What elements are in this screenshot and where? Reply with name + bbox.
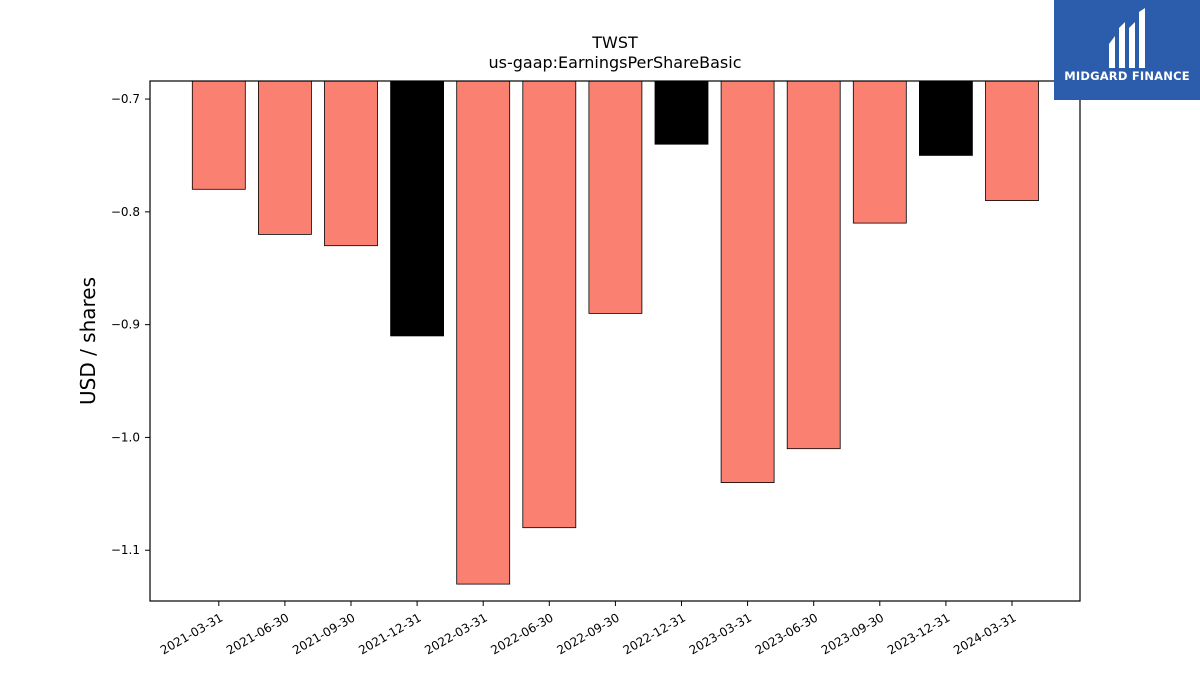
x-tick-label: 2024-03-31 xyxy=(951,610,1018,657)
x-tick-label: 2022-03-31 xyxy=(422,610,489,657)
y-tick-label: −0.7 xyxy=(111,92,140,106)
bar xyxy=(456,80,511,585)
x-tick-label: 2023-12-31 xyxy=(885,610,952,657)
y-tick-label: −0.8 xyxy=(111,205,140,219)
bar xyxy=(324,80,378,247)
bar xyxy=(919,80,973,156)
bar xyxy=(522,80,577,529)
midgard-logo-icon xyxy=(1109,8,1145,68)
brand-name: MIDGARD FINANCE xyxy=(1064,69,1190,83)
x-axis-ticks: 2021-03-312021-06-302021-09-302021-12-31… xyxy=(158,601,1019,657)
plot-frame xyxy=(149,80,1081,602)
y-axis-label: USD / shares xyxy=(76,277,100,405)
x-tick-label: 2021-03-31 xyxy=(158,610,225,657)
bar xyxy=(786,80,841,450)
x-tick-label: 2023-09-30 xyxy=(819,610,886,657)
x-tick-label: 2021-09-30 xyxy=(290,610,357,657)
y-tick-label: −0.9 xyxy=(111,318,140,332)
y-tick-label: −1.1 xyxy=(111,543,140,557)
y-tick-label: −1.0 xyxy=(111,430,140,444)
y-axis-ticks: −0.7 −0.8 −0.9 −1.0 −1.1 xyxy=(111,92,150,557)
bar xyxy=(852,80,907,224)
x-tick-label: 2021-06-30 xyxy=(224,610,291,657)
bar xyxy=(257,80,312,235)
x-tick-label: 2022-12-31 xyxy=(621,610,688,657)
bar xyxy=(654,80,709,145)
bars-group xyxy=(191,80,1039,585)
x-tick-label: 2021-12-31 xyxy=(356,610,423,657)
brand-logo: MIDGARD FINANCE xyxy=(1054,0,1200,100)
chart-title: TWST xyxy=(591,33,638,52)
bar xyxy=(588,80,643,314)
bar xyxy=(390,80,445,337)
x-tick-label: 2023-06-30 xyxy=(753,610,820,657)
x-tick-label: 2022-06-30 xyxy=(488,610,555,657)
x-tick-label: 2022-09-30 xyxy=(554,610,621,657)
bar xyxy=(985,80,1039,201)
bar xyxy=(720,80,775,484)
bar xyxy=(191,80,246,190)
x-tick-label: 2023-03-31 xyxy=(687,610,754,657)
chart-subtitle: us-gaap:EarningsPerShareBasic xyxy=(488,53,741,72)
